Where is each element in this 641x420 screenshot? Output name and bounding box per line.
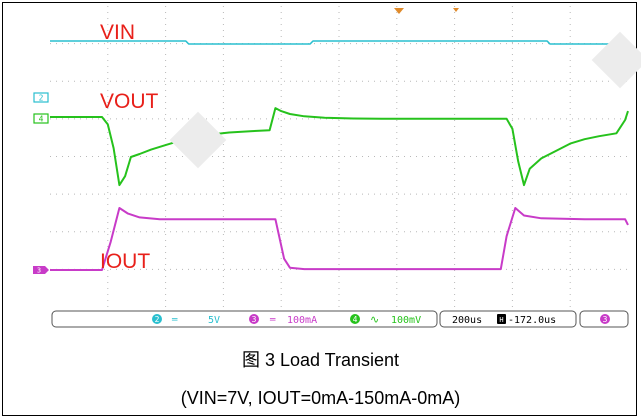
figure-caption-conditions: (VIN=7V, IOUT=0mA-150mA-0mA) bbox=[180, 388, 461, 408]
series-label-vout: VOUT bbox=[100, 90, 159, 113]
trigger-position-icon bbox=[453, 8, 459, 12]
dc-coupling-icon: ═ bbox=[269, 316, 276, 326]
dc-coupling-icon: ═ bbox=[171, 316, 178, 326]
trigger-markers bbox=[394, 8, 459, 14]
series-line-vout bbox=[50, 107, 629, 187]
ch4-marker: 4 bbox=[33, 113, 49, 124]
series-label-iout: IOUT bbox=[100, 250, 150, 273]
ac-coupling-icon: ∿ bbox=[370, 313, 379, 326]
status-ch3-number: 3 bbox=[252, 315, 257, 324]
status-panel-timebase bbox=[439, 310, 577, 328]
status-ch4-badge bbox=[350, 314, 360, 324]
ch3-marker-label: 3 bbox=[37, 267, 41, 275]
series-line-vin bbox=[50, 40, 628, 45]
series-labels: VIN VOUT IOUT bbox=[100, 21, 159, 273]
status-ch2-scale: 5V bbox=[208, 315, 220, 326]
ch4-marker-label: 4 bbox=[39, 115, 44, 124]
status-ch4-number: 4 bbox=[353, 315, 358, 324]
graticule bbox=[50, 6, 628, 307]
trigger-source-badge bbox=[600, 314, 610, 324]
horizontal-delay-value: -172.0us bbox=[508, 315, 556, 326]
scope-status-bar: 2 ═ 5V 3 ═ 100mA 4 ∿ 100mV 200us H -172.… bbox=[51, 310, 629, 328]
ch3-marker: 3 bbox=[33, 266, 49, 275]
timebase-value: 200us bbox=[452, 315, 482, 326]
waveform-traces bbox=[50, 40, 629, 271]
ch2-marker: 2 bbox=[33, 92, 49, 103]
status-ch3-scale: 100mA bbox=[287, 315, 317, 326]
status-ch2-number: 2 bbox=[155, 315, 160, 324]
trigger-source-number: 3 bbox=[603, 315, 608, 324]
horizontal-delay-glyph: H bbox=[499, 316, 503, 324]
status-ch2-badge bbox=[152, 314, 162, 324]
status-ch3-badge bbox=[249, 314, 259, 324]
series-line-iout bbox=[50, 207, 629, 271]
status-panel-channels bbox=[51, 310, 438, 328]
channel-markers: 2 4 3 bbox=[33, 92, 49, 275]
figure-caption-title: 图 3 Load Transient bbox=[241, 350, 400, 370]
horizontal-delay-icon bbox=[497, 314, 506, 324]
ch2-marker-label: 2 bbox=[39, 94, 44, 103]
series-label-vin: VIN bbox=[100, 21, 135, 44]
trigger-point-icon bbox=[394, 8, 404, 14]
status-ch4-scale: 100mV bbox=[391, 315, 421, 326]
